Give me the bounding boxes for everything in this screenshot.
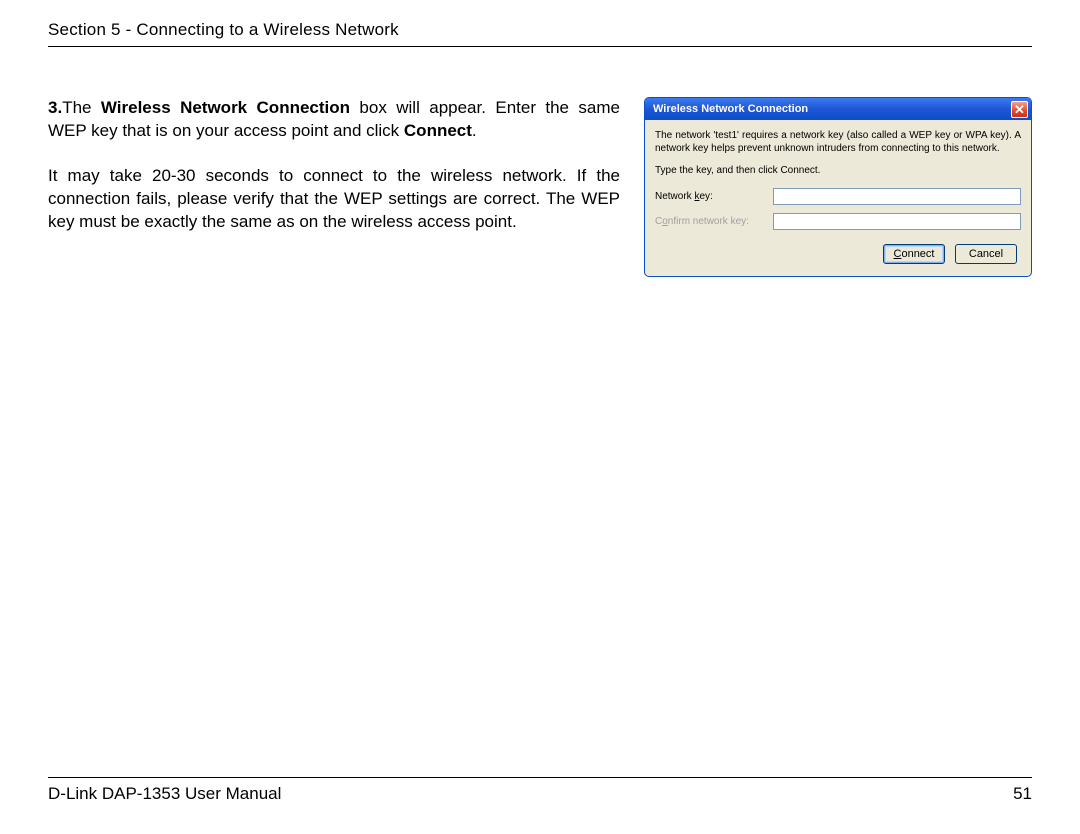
page-footer: D-Link DAP-1353 User Manual 51 [48, 777, 1032, 804]
p1-text-3: . [472, 121, 477, 140]
dialog-message-2: Type the key, and then click Connect. [655, 165, 1021, 176]
section-header: Section 5 - Connecting to a Wireless Net… [48, 20, 1032, 47]
page-number: 51 [1013, 784, 1032, 804]
content-area: 3.The Wireless Network Connection box wi… [48, 97, 1032, 277]
dialog-column: Wireless Network Connection ✕ The networ… [644, 97, 1032, 277]
dialog-titlebar[interactable]: Wireless Network Connection ✕ [645, 98, 1031, 120]
dialog-button-row: Connect Cancel [655, 238, 1021, 268]
instruction-text-column: 3.The Wireless Network Connection box wi… [48, 97, 620, 277]
network-key-row: Network key: [655, 188, 1021, 205]
wireless-connection-dialog: Wireless Network Connection ✕ The networ… [644, 97, 1032, 277]
footer-left: D-Link DAP-1353 User Manual [48, 784, 281, 804]
connect-button[interactable]: Connect [883, 244, 945, 264]
dialog-message-1: The network 'test1' requires a network k… [655, 130, 1021, 155]
step-3-paragraph: 3.The Wireless Network Connection box wi… [48, 97, 620, 143]
cancel-button[interactable]: Cancel [955, 244, 1017, 264]
p1-text-1: The [62, 98, 101, 117]
p1-bold-1: Wireless Network Connection [101, 98, 350, 117]
step-number: 3. [48, 98, 62, 117]
confirm-key-row: Confirm network key: [655, 213, 1021, 230]
close-icon[interactable]: ✕ [1011, 101, 1028, 118]
dialog-body: The network 'test1' requires a network k… [645, 120, 1031, 276]
confirm-key-label: Confirm network key: [655, 216, 773, 227]
p1-bold-2: Connect [404, 121, 472, 140]
nk-pre: Network [655, 191, 694, 202]
confirm-key-input[interactable] [773, 213, 1021, 230]
note-paragraph: It may take 20-30 seconds to connect to … [48, 165, 620, 234]
ck-post: nfirm network key: [668, 216, 749, 227]
nk-post: ey: [699, 191, 712, 202]
connect-u: C [894, 248, 902, 260]
network-key-label: Network key: [655, 191, 773, 202]
network-key-input[interactable] [773, 188, 1021, 205]
dialog-title: Wireless Network Connection [653, 103, 808, 115]
connect-rest: onnect [901, 248, 934, 260]
